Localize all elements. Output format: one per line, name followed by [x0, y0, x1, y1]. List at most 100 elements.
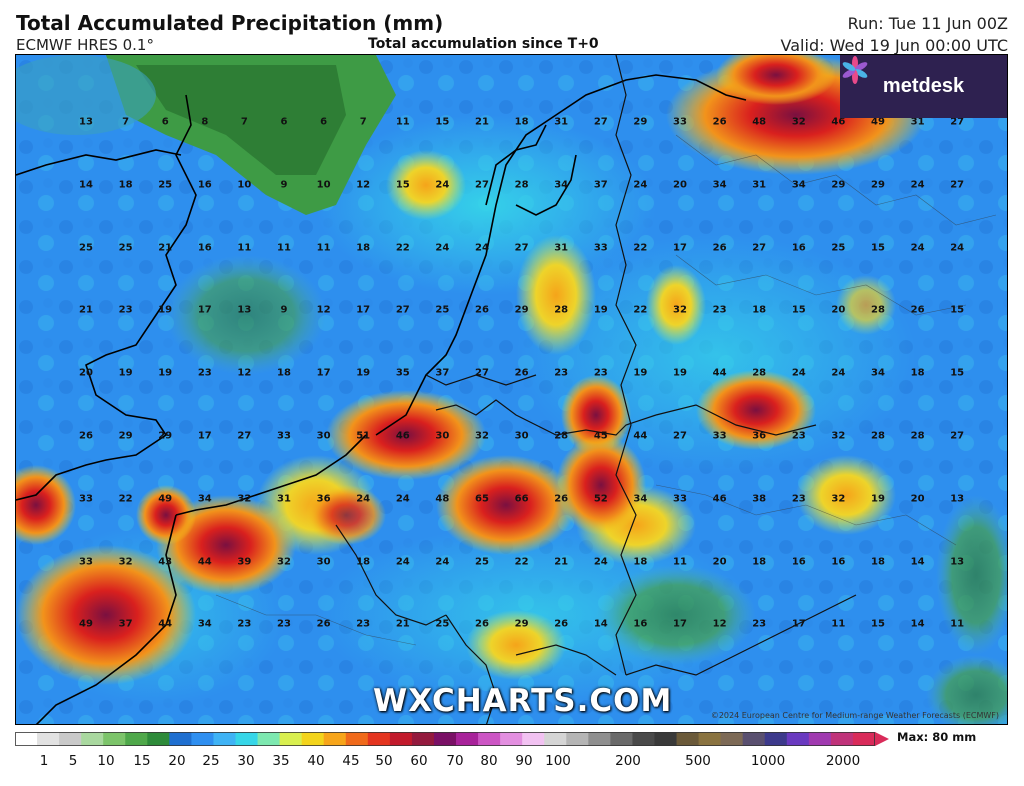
grid-value: 27: [950, 430, 965, 442]
grid-value: 24: [435, 556, 450, 568]
grid-value: 24: [910, 179, 925, 191]
grid-value: 19: [633, 367, 648, 379]
grid-value: 13: [79, 116, 93, 128]
grid-value: 26: [554, 618, 569, 630]
grid-value: 29: [158, 430, 173, 442]
grid-value: 24: [435, 179, 450, 191]
colorbar-segment: [81, 732, 104, 746]
grid-value: 17: [316, 367, 331, 379]
grid-value: 12: [356, 179, 371, 191]
precipitation-map[interactable]: 13 7 6 8 7 6 6 7 11 15 21 18 31 27 29 33 26 48 32 46 49 31 27 1…: [15, 54, 1008, 725]
grid-value: 29: [831, 179, 846, 191]
grid-value: 37: [435, 367, 450, 379]
colorbar-segment: [59, 732, 82, 746]
grid-value: 13: [237, 304, 252, 316]
grid-value: 20: [673, 179, 687, 191]
grid-value: 65: [475, 493, 489, 505]
colorbar-segment: [742, 732, 766, 746]
grid-value: 29: [514, 304, 529, 316]
grid-value: 29: [871, 179, 885, 191]
grid-value: 18: [356, 556, 371, 568]
grid-value: 9: [280, 179, 288, 191]
grid-value: 17: [673, 242, 687, 254]
grid-value: 15: [871, 618, 885, 630]
colorbar-segment: [786, 732, 810, 746]
grid-value: 18: [752, 304, 767, 316]
colorbar-segment: [301, 732, 325, 746]
grid-value: 26: [514, 367, 529, 379]
grid-value: 11: [316, 242, 331, 254]
grid-value: 12: [237, 367, 252, 379]
grid-value: 31: [554, 242, 569, 254]
coastlines: [16, 74, 747, 724]
grid-value: 19: [593, 304, 608, 316]
colorbar-segment: [345, 732, 369, 746]
colorbar-tick-label: 90: [515, 753, 533, 769]
grid-value: 28: [871, 304, 885, 316]
grid-value: 6: [320, 116, 328, 128]
colorbar-segment: [389, 732, 413, 746]
colorbar-segment: [433, 732, 457, 746]
colorbar-segment: [103, 732, 126, 746]
metdesk-flower-icon: [842, 56, 868, 84]
grid-value: 44: [158, 618, 173, 630]
grid-value: 24: [593, 556, 608, 568]
grid-value: 33: [593, 242, 608, 254]
grid-value: 18: [871, 556, 885, 568]
grid-value: 27: [752, 242, 767, 254]
grid-value: 17: [673, 618, 687, 630]
grid-value: 17: [197, 304, 212, 316]
grid-value: 16: [831, 556, 846, 568]
grid-value: 24: [950, 242, 965, 254]
grid-value: 24: [395, 493, 410, 505]
grid-value: 28: [871, 430, 885, 442]
grid-value: 51: [356, 430, 371, 442]
colorbar-segment: [852, 732, 876, 746]
grid-value: 32: [831, 493, 846, 505]
grid-value: 23: [752, 618, 767, 630]
grid-value: 25: [79, 242, 93, 254]
grid-value: 7: [359, 116, 367, 128]
grid-value: 26: [475, 618, 489, 630]
colorbar-segment: [37, 732, 60, 746]
grid-value: 19: [871, 493, 885, 505]
grid-value: 25: [435, 618, 450, 630]
grid-value: 26: [712, 116, 727, 128]
grid-value: 27: [395, 304, 410, 316]
colorbar-segment: [566, 732, 589, 746]
grid-value: 29: [514, 618, 529, 630]
grid-value: 33: [673, 116, 687, 128]
grid-value: 23: [791, 430, 806, 442]
grid-value: 11: [237, 242, 252, 254]
grid-value: 19: [118, 367, 133, 379]
grid-value: 24: [395, 556, 410, 568]
grid-value: 21: [395, 618, 410, 630]
grid-value: 13: [950, 556, 965, 568]
chart-subtitle: Total accumulation since T+0: [368, 36, 599, 52]
grid-value: 22: [633, 304, 648, 316]
grid-value: 12: [316, 304, 331, 316]
grid-value: 36: [752, 430, 767, 442]
grid-value: 24: [633, 179, 648, 191]
grid-value: 25: [158, 179, 173, 191]
grid-value: 34: [633, 493, 648, 505]
grid-value: 11: [950, 618, 965, 630]
grid-value: 21: [475, 116, 489, 128]
grid-value: 52: [593, 493, 608, 505]
colorbar-segment: [147, 732, 170, 746]
grid-value: 18: [514, 116, 529, 128]
colorbar-segment: [257, 732, 281, 746]
country-borders: [335, 55, 857, 724]
colorbar-tick-label: 35: [272, 753, 290, 769]
grid-value: 39: [237, 556, 252, 568]
grid-value: 23: [356, 618, 371, 630]
grid-value: 26: [475, 304, 489, 316]
grid-value: 27: [593, 116, 608, 128]
grid-value: 24: [356, 493, 371, 505]
grid-value: 6: [280, 116, 288, 128]
grid-value: 46: [395, 430, 410, 442]
grid-value: 27: [950, 116, 965, 128]
colorbar-segment: [654, 732, 678, 746]
grid-value: 14: [910, 556, 925, 568]
grid-value: 15: [435, 116, 450, 128]
